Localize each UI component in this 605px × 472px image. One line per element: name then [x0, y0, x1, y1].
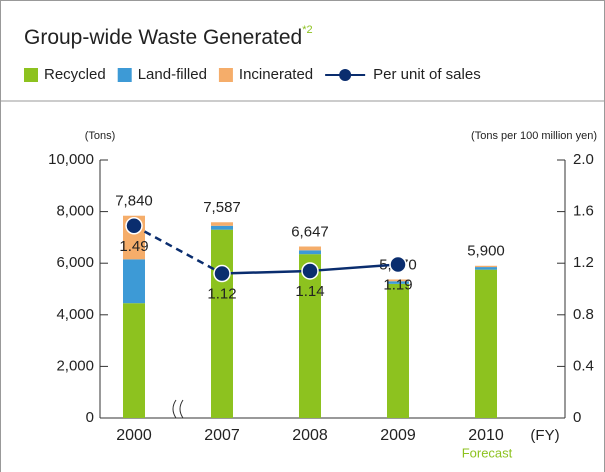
y2-tick-label: 1.2: [573, 254, 594, 271]
x-tick-label: 2008: [292, 427, 328, 444]
x-tick-label: 2007: [204, 427, 240, 444]
y2-tick-label: 0.8: [573, 306, 594, 323]
bar-segment: [387, 283, 409, 418]
line-label: 1.14: [295, 283, 324, 300]
bar-segment: [211, 229, 233, 418]
line-segment: [221, 269, 311, 275]
y-tick-label: 4,000: [56, 306, 94, 323]
bar-segment: [475, 267, 497, 270]
y-tick-label: 0: [86, 409, 94, 426]
y-axis-label: (Tons): [85, 130, 116, 142]
x-axis-label: (FY): [530, 427, 559, 444]
annotation: Forecast: [462, 445, 513, 460]
bar-segment: [387, 281, 409, 284]
x-tick-label: 2009: [380, 427, 416, 444]
legend-label: Per unit of sales: [373, 66, 481, 83]
bar-segment: [475, 265, 497, 268]
bar-segment: [123, 303, 145, 418]
legend-label: Recycled: [44, 66, 106, 83]
y2-tick-label: 1.6: [573, 203, 594, 220]
y2-tick-label: 0.4: [573, 357, 594, 374]
total-label: 6,647: [291, 223, 329, 240]
x-tick-label: 2000: [116, 427, 152, 444]
bar-segment: [211, 225, 233, 230]
bar-segment: [299, 254, 321, 418]
y-tick-label: 6,000: [56, 254, 94, 271]
title-note: *2: [302, 24, 312, 36]
legend-label: Land-filled: [138, 66, 207, 83]
line-label: 1.49: [119, 238, 148, 255]
line-segment: [133, 224, 223, 275]
legend-dot: [339, 69, 352, 81]
total-label: 7,840: [115, 193, 153, 210]
line-label: 1.19: [383, 276, 412, 293]
legend-swatch: [117, 68, 132, 82]
title-text: Group-wide Waste Generated: [24, 26, 302, 49]
y2-tick-label: 0: [573, 409, 581, 426]
legend-swatch: [218, 68, 233, 82]
bar-segment: [211, 222, 233, 226]
x-tick-label: 2010: [468, 427, 504, 444]
legend-swatch: [24, 68, 38, 82]
chart-title: Group-wide Waste Generated*2: [24, 24, 313, 49]
line-point: [301, 262, 319, 280]
line-point: [213, 264, 231, 283]
line-point: [125, 217, 143, 235]
bar-segment: [123, 259, 145, 304]
bar-segment: [475, 269, 497, 418]
y2-tick-label: 2.0: [573, 151, 594, 168]
total-label: 7,587: [203, 199, 241, 216]
axis-break: [172, 399, 184, 419]
y2-axis-label: (Tons per 100 million yen): [471, 130, 597, 142]
bar-segment: [387, 279, 409, 282]
y-tick-label: 2,000: [56, 357, 94, 374]
legend-label: Incinerated: [239, 66, 313, 83]
line-segment: [309, 263, 399, 273]
total-label: 5,900: [467, 243, 505, 260]
line-label: 1.12: [207, 285, 236, 302]
line-point: [389, 255, 407, 274]
y-tick-label: 10,000: [48, 151, 94, 168]
y-tick-label: 8,000: [56, 203, 94, 220]
bar-segment: [299, 246, 321, 251]
bar-segment: [299, 250, 321, 255]
